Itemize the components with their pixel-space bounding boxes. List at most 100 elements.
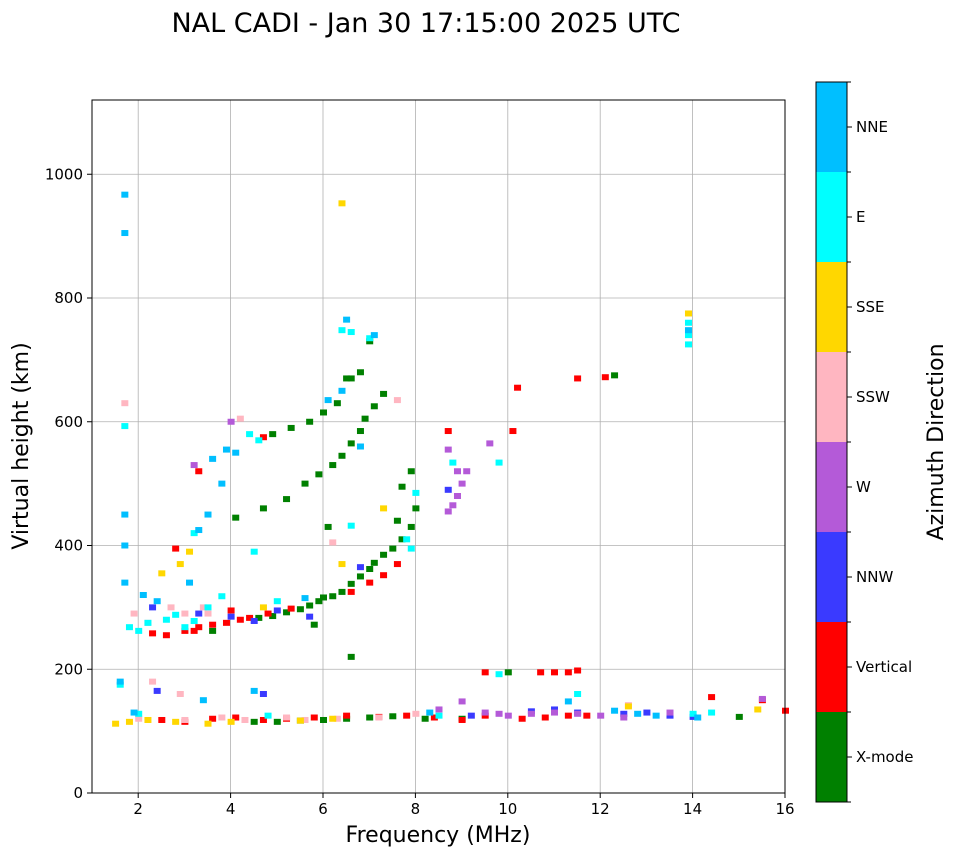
data-point — [518, 715, 526, 722]
data-point — [204, 511, 212, 518]
data-point — [643, 709, 651, 716]
data-point — [380, 505, 388, 512]
data-point — [190, 530, 198, 537]
data-point — [495, 671, 503, 678]
data-point — [273, 607, 281, 614]
data-point — [444, 428, 452, 435]
data-point — [195, 624, 203, 631]
series-x-mode — [209, 338, 743, 725]
data-point — [435, 712, 443, 719]
data-point — [426, 709, 434, 716]
data-point — [684, 327, 692, 334]
data-point — [380, 551, 388, 558]
data-point — [283, 496, 291, 503]
x-tick-label: 8 — [411, 800, 421, 818]
data-point — [343, 316, 351, 323]
colorbar-frame — [815, 81, 848, 803]
data-point — [241, 716, 249, 723]
data-point — [310, 621, 318, 628]
data-point — [407, 545, 415, 552]
data-point — [296, 717, 304, 724]
data-point — [574, 710, 582, 717]
data-point — [758, 695, 766, 702]
x-tick-label: 4 — [226, 800, 236, 818]
data-point — [218, 480, 226, 487]
data-point — [370, 403, 378, 410]
data-point — [380, 572, 388, 579]
x-tick-label: 2 — [133, 800, 143, 818]
data-point — [347, 375, 355, 382]
data-point — [255, 437, 263, 444]
data-point — [652, 712, 660, 719]
data-point — [551, 669, 558, 676]
y-axis-label: Virtual height (km) — [9, 342, 34, 549]
data-point — [121, 542, 129, 549]
data-point — [324, 397, 332, 404]
data-point — [264, 712, 272, 719]
data-point — [407, 468, 415, 475]
data-point — [495, 710, 503, 717]
data-point — [236, 616, 244, 623]
data-point — [158, 570, 166, 577]
data-point — [329, 593, 337, 600]
data-point — [684, 332, 692, 339]
y-tick-label: 600 — [54, 413, 83, 431]
data-point — [689, 710, 697, 717]
data-point — [287, 424, 295, 431]
colorbar-swatch — [816, 532, 847, 622]
data-point — [186, 579, 194, 586]
data-point — [393, 561, 401, 568]
colorbar-swatch — [816, 82, 847, 172]
data-point — [121, 579, 129, 586]
data-point — [283, 609, 291, 616]
data-point — [139, 592, 147, 598]
data-point — [403, 712, 411, 719]
data-point — [481, 669, 489, 676]
data-point — [467, 712, 475, 719]
data-point — [250, 617, 258, 624]
data-point — [259, 604, 267, 611]
data-point — [407, 523, 415, 530]
data-point — [269, 431, 277, 438]
data-point — [444, 446, 452, 453]
data-point — [366, 335, 374, 342]
data-point — [135, 627, 143, 634]
data-point — [361, 415, 369, 422]
colorbar-tick-label: Vertical — [856, 658, 912, 676]
data-point — [227, 418, 235, 425]
plot-frame — [91, 99, 786, 794]
colorbar-tick-label: W — [856, 478, 871, 496]
data-point — [121, 400, 129, 407]
data-point — [370, 559, 378, 566]
data-point — [509, 428, 517, 435]
data-point — [463, 468, 471, 475]
data-point — [347, 588, 355, 595]
grid — [92, 100, 786, 794]
data-point — [320, 594, 327, 601]
data-point — [449, 459, 457, 466]
data-point — [370, 332, 378, 339]
data-point — [574, 691, 582, 697]
data-point — [333, 715, 341, 722]
colorbar-swatch — [816, 262, 847, 352]
data-point — [356, 573, 364, 580]
data-point — [551, 709, 558, 716]
data-point — [259, 434, 267, 441]
data-point — [190, 627, 198, 634]
data-point — [315, 598, 323, 605]
data-point — [135, 710, 143, 717]
data-point — [172, 611, 180, 618]
data-point — [684, 319, 692, 326]
data-point — [246, 431, 254, 438]
data-point — [389, 545, 397, 552]
data-point — [250, 548, 258, 555]
colorbar-swatch — [816, 622, 847, 712]
data-point — [149, 678, 157, 685]
data-point — [551, 706, 558, 713]
data-point — [356, 428, 364, 435]
data-point — [421, 715, 429, 722]
data-point — [504, 712, 512, 719]
data-point — [130, 610, 138, 617]
colorbar-tick-label: SSW — [856, 388, 890, 406]
